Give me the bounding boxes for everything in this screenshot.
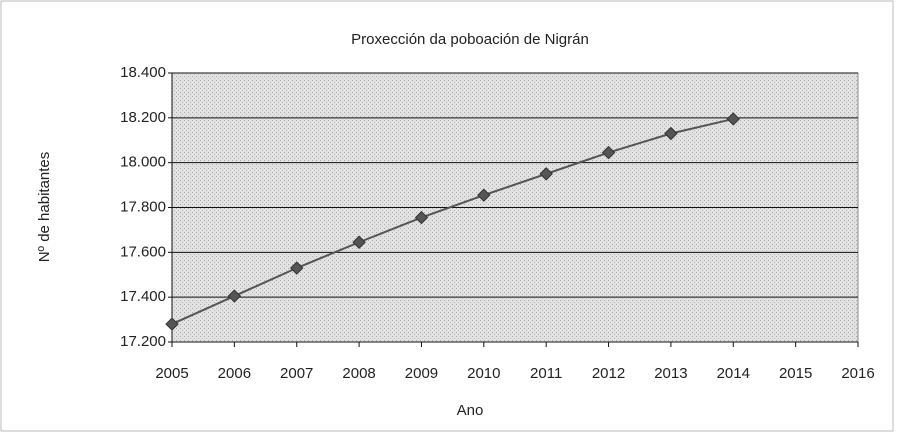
x-tick-label: 2009 <box>405 365 438 382</box>
y-tick-label: 18.200 <box>120 109 166 126</box>
x-tick-label: 2016 <box>841 365 874 382</box>
data-point <box>414 210 429 225</box>
x-tick-label: 2008 <box>342 365 375 382</box>
x-axis-label: Ano <box>457 402 484 419</box>
data-point <box>477 188 491 202</box>
data-point <box>601 145 616 160</box>
x-tick-label: 2010 <box>467 365 500 382</box>
chart-title: Proxección da poboación de Nigrán <box>351 31 589 48</box>
series-line <box>171 117 734 325</box>
y-tick-label: 17.200 <box>120 333 166 350</box>
data-point <box>726 112 740 126</box>
data-point <box>539 167 553 181</box>
data-point <box>664 126 678 141</box>
y-tick-label: 17.800 <box>120 198 166 215</box>
x-tick-label: 2014 <box>717 365 750 382</box>
x-tick-label: 2011 <box>530 365 562 382</box>
x-tick-label: 2005 <box>155 365 188 382</box>
y-tick-label: 17.400 <box>120 288 166 305</box>
y-tick-label: 18.400 <box>120 64 166 81</box>
y-tick-label: 17.600 <box>120 243 166 260</box>
y-tick-label: 18.000 <box>120 154 166 171</box>
x-tick-label: 2012 <box>592 365 625 382</box>
x-tick-label: 2015 <box>779 365 812 382</box>
data-point <box>165 317 179 331</box>
x-tick-label: 2006 <box>218 365 251 382</box>
y-axis-label: Nº de habitantes <box>36 152 53 263</box>
data-point <box>227 289 242 303</box>
x-tick-label: 2007 <box>280 365 313 382</box>
data-point <box>352 235 366 249</box>
x-tick-label: 2013 <box>654 365 687 382</box>
data-point <box>290 261 304 275</box>
